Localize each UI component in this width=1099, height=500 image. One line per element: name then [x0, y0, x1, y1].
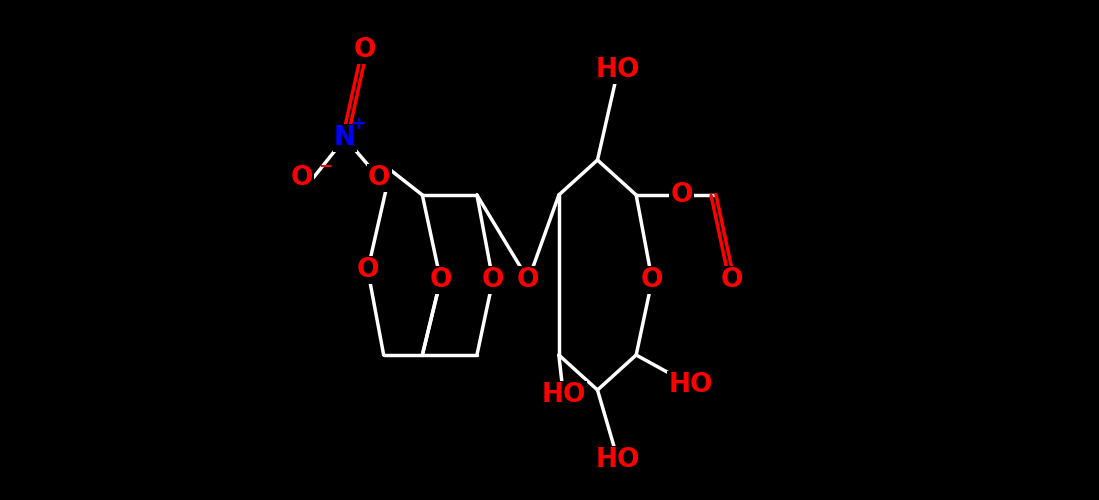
Text: HO: HO	[596, 447, 641, 473]
Text: O: O	[670, 182, 692, 208]
Text: O: O	[368, 165, 390, 191]
Text: O: O	[481, 267, 504, 293]
Text: O: O	[353, 37, 376, 63]
Text: HO: HO	[541, 382, 586, 408]
Text: −: −	[318, 156, 333, 174]
Text: HO: HO	[668, 372, 713, 398]
Text: O: O	[430, 267, 452, 293]
Text: HO: HO	[596, 57, 641, 83]
Text: O: O	[721, 267, 743, 293]
Text: O: O	[356, 257, 379, 283]
Text: O: O	[290, 165, 313, 191]
Text: O: O	[641, 267, 664, 293]
Text: +: +	[352, 115, 366, 133]
Text: N: N	[334, 125, 356, 151]
Text: O: O	[518, 267, 540, 293]
